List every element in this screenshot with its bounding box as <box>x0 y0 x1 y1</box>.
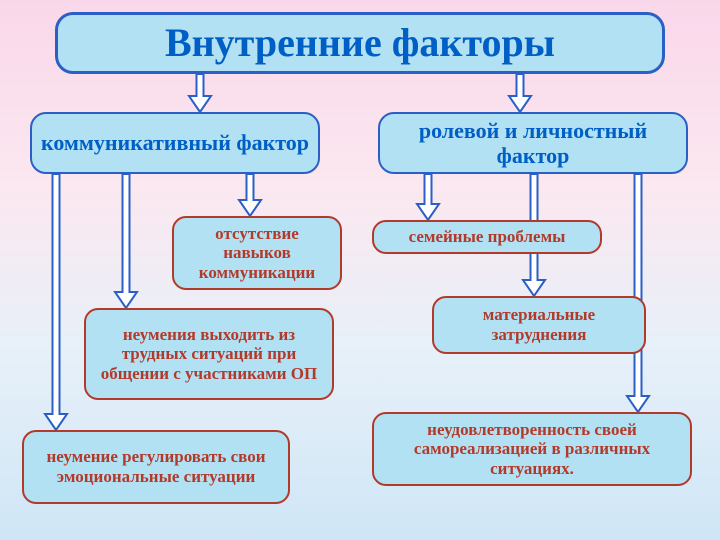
node-l3-label: неумение регулировать свои эмоциональные… <box>32 447 280 486</box>
node-l2-label: неумения выходить из трудных ситуаций пр… <box>94 325 324 384</box>
node-l2: неумения выходить из трудных ситуаций пр… <box>84 308 334 400</box>
arrow-4 <box>43 174 69 430</box>
arrow-1 <box>507 74 533 112</box>
arrow-0 <box>187 74 213 112</box>
arrow-7 <box>625 174 651 412</box>
arrow-5 <box>415 174 441 220</box>
arrow-2 <box>237 174 263 216</box>
node-left-label: коммуникативный фактор <box>41 130 309 155</box>
node-r2: материальные затруднения <box>432 296 646 354</box>
node-right: ролевой и личностный фактор <box>378 112 688 174</box>
node-l3: неумение регулировать свои эмоциональные… <box>22 430 290 504</box>
node-r3: неудовлетворенность своей самореализацие… <box>372 412 692 486</box>
node-r1-label: семейные проблемы <box>409 227 566 247</box>
node-l1: отсутствие навыков коммуникации <box>172 216 342 290</box>
node-left: коммуникативный фактор <box>30 112 320 174</box>
node-title-label: Внутренние факторы <box>165 20 555 66</box>
arrow-3 <box>113 174 139 308</box>
node-r1: семейные проблемы <box>372 220 602 254</box>
node-r3-label: неудовлетворенность своей самореализацие… <box>382 420 682 479</box>
node-title: Внутренние факторы <box>55 12 665 74</box>
node-l1-label: отсутствие навыков коммуникации <box>182 224 332 283</box>
node-right-label: ролевой и личностный фактор <box>388 118 678 169</box>
node-r2-label: материальные затруднения <box>442 305 636 344</box>
